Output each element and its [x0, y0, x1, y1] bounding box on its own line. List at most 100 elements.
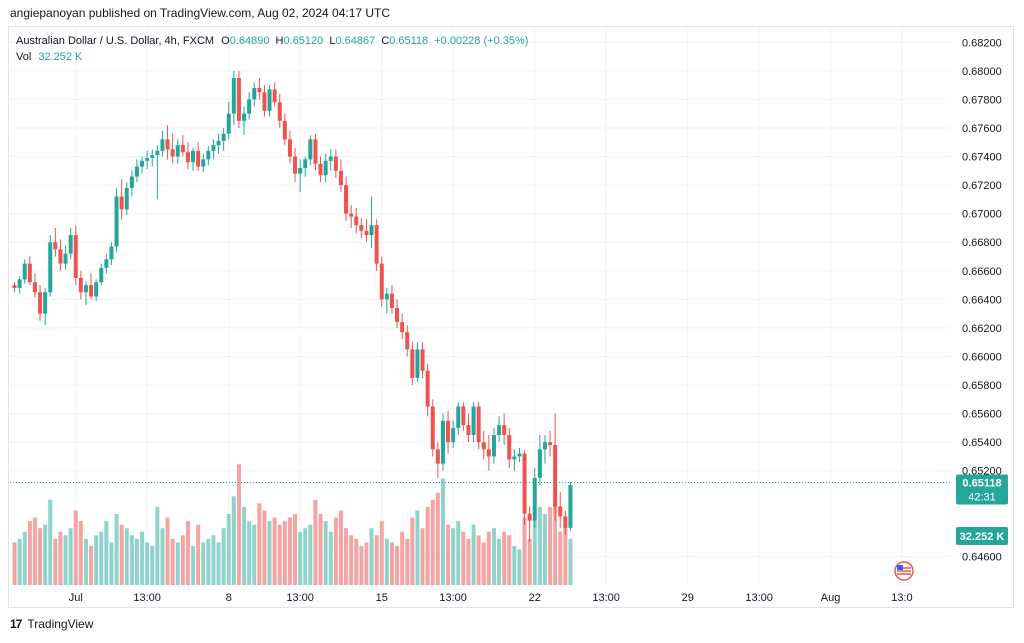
footer-brand[interactable]: 17 TradingView: [10, 617, 93, 631]
volume-bar: [354, 538, 359, 585]
candle: [104, 253, 109, 274]
volume-bar: [48, 499, 53, 585]
volume-bar: [527, 538, 532, 585]
candle: [83, 280, 88, 306]
volume-bar: [395, 545, 400, 585]
volume-bar: [405, 538, 410, 585]
candle: [298, 159, 303, 193]
candle: [114, 187, 119, 253]
legend-open-label: O: [221, 35, 230, 47]
candle: [78, 270, 83, 300]
volume-bar: [440, 478, 445, 585]
volume-bar: [323, 521, 328, 585]
volume-bar: [293, 514, 298, 585]
volume-bar: [83, 538, 88, 585]
volume-bar: [216, 542, 221, 585]
legend-low-label: L: [329, 35, 335, 47]
volume-bar: [277, 524, 282, 585]
candle: [338, 159, 343, 193]
candle: [201, 153, 206, 173]
candle: [532, 467, 537, 528]
legend-change: +0.00228 (+0.35%): [434, 35, 528, 47]
candle: [491, 427, 496, 464]
y-tick-label: 0.66000: [962, 351, 1002, 363]
volume-bar: [522, 517, 527, 585]
candle: [63, 245, 68, 270]
candle: [328, 149, 333, 171]
y-tick-label: 0.67600: [962, 123, 1002, 135]
volume-bar: [53, 538, 58, 585]
candle: [221, 127, 226, 151]
legend-vol-value: 32.252 K: [38, 51, 83, 63]
candle: [170, 133, 175, 164]
volume-bar: [247, 521, 252, 585]
volume-bar: [481, 542, 486, 585]
volume-bar: [236, 464, 241, 585]
volume-bar: [282, 521, 287, 585]
volume-bar: [415, 510, 420, 585]
y-tick-label: 0.66400: [962, 294, 1002, 306]
volume-bar: [206, 538, 211, 585]
candle: [349, 205, 354, 228]
legend-vol-label: Vol: [16, 51, 31, 63]
volume-bar: [328, 531, 333, 585]
candle: [282, 113, 287, 146]
candle: [124, 182, 129, 216]
volume-bar: [38, 528, 43, 585]
candle: [140, 156, 145, 174]
x-tick-label: 22: [529, 592, 541, 604]
candle: [548, 430, 553, 457]
candle: [257, 77, 262, 100]
volume-bar: [364, 542, 369, 585]
last-price-value: 0.65118: [962, 477, 1001, 489]
candle: [451, 420, 456, 448]
svg-text:Australian Dollar / U.S. Dolla: Australian Dollar / U.S. Dollar, 4h, FXC…: [16, 35, 528, 47]
candle: [354, 207, 359, 234]
candle: [481, 430, 486, 460]
volume-bar: [542, 514, 547, 585]
candle: [94, 279, 99, 301]
candle: [466, 413, 471, 443]
volume-bar: [558, 531, 563, 585]
countdown-value: 42:31: [968, 491, 996, 503]
candle: [405, 325, 410, 357]
volume-bar: [313, 499, 318, 585]
volume-bar: [532, 521, 537, 585]
candle: [542, 435, 547, 464]
volume-bar: [537, 506, 542, 585]
volume-bar: [400, 531, 405, 585]
y-tick-label: 0.66200: [962, 323, 1002, 335]
volume-bar: [425, 506, 430, 585]
volume-bar: [420, 528, 425, 585]
candle: [226, 102, 231, 140]
x-tick-label: 13:00: [439, 592, 467, 604]
volume-bar: [491, 528, 496, 585]
candle: [323, 153, 328, 183]
volume-bar: [517, 549, 522, 585]
volume-bar: [471, 524, 476, 585]
legend-high: 0.65120: [283, 35, 323, 47]
y-tick-label: 0.66600: [962, 266, 1002, 278]
flag-icon[interactable]: [894, 561, 914, 581]
publish-info: angiepanoyan published on TradingView.co…: [10, 6, 391, 20]
candle: [293, 147, 298, 183]
candle: [287, 130, 292, 164]
candle: [119, 179, 124, 220]
x-tick-label: 13:00: [745, 592, 773, 604]
time-axis: Jul 13:00 8 13:00 15 13:00 22 13:00 29 13:00 Aug 13…: [69, 592, 913, 604]
legend-high-label: H: [276, 35, 284, 47]
y-tick-label: 0.67800: [962, 94, 1002, 106]
volume-bar: [267, 521, 272, 585]
volume-bar: [114, 514, 119, 585]
volume-bar: [226, 514, 231, 585]
volume-bar: [43, 524, 48, 585]
candle: [236, 70, 241, 128]
price-axis: 0.68200 0.68000 0.67800 0.67600 0.67400 0.672…: [962, 37, 1002, 563]
candle: [191, 147, 196, 171]
legend-close-label: C: [381, 35, 389, 47]
volume-bar: [287, 517, 292, 585]
candle: [206, 146, 211, 166]
candle: [369, 196, 374, 248]
candle: [440, 413, 445, 471]
